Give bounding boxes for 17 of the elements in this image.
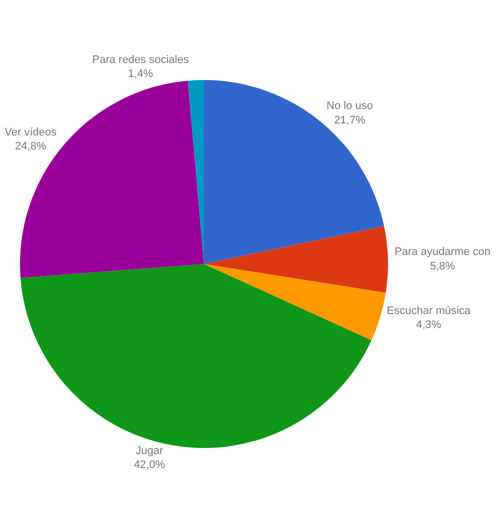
- data-label: 1,4%: [128, 68, 154, 80]
- data-label: 24,8%: [15, 140, 46, 153]
- data-label: 42,0%: [134, 459, 166, 472]
- pie-slice: [204, 226, 388, 293]
- slice-label: No lo uso: [326, 100, 374, 112]
- slice-label: Escuchar música: [386, 304, 472, 317]
- slice-label: Jugar: [136, 444, 164, 457]
- slice-label: Para ayudarme con: [394, 246, 491, 258]
- data-label: 4,3%: [416, 319, 442, 332]
- pie-slice: [20, 264, 372, 448]
- data-label: 21,7%: [334, 114, 366, 126]
- slice-label: Ver vídeos: [4, 126, 58, 138]
- data-label: 5,8%: [430, 260, 456, 273]
- pie-slice: [204, 264, 386, 340]
- pie-slice: [204, 80, 384, 264]
- slice-label: Para redes sociales: [92, 54, 190, 66]
- pie-slice: [188, 80, 204, 264]
